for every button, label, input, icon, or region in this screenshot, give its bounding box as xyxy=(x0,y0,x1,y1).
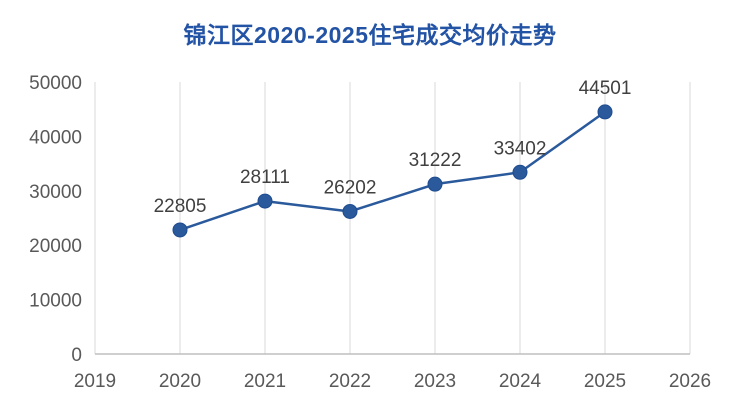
data-label: 22805 xyxy=(154,196,207,217)
x-tick-label: 2023 xyxy=(414,371,456,392)
x-tick-label: 2026 xyxy=(669,371,711,392)
y-tick-label: 10000 xyxy=(29,291,82,312)
x-tick-label: 2024 xyxy=(499,371,542,392)
y-tick-label: 40000 xyxy=(29,127,82,148)
data-point xyxy=(342,203,358,219)
data-point xyxy=(257,193,273,209)
data-point xyxy=(597,104,613,120)
line-chart: 2019 2020 2021 2022 2023 2024 2025 2026 0 10000 20… xyxy=(29,73,711,392)
data-point xyxy=(172,222,188,238)
y-tick-label: 50000 xyxy=(29,73,82,94)
x-tick-label: 2021 xyxy=(244,371,286,392)
y-tick-label: 20000 xyxy=(29,236,82,257)
trend-line xyxy=(178,110,607,232)
data-label: 26202 xyxy=(324,177,377,198)
x-tick-label: 2020 xyxy=(159,371,201,392)
x-tick-label: 2022 xyxy=(329,371,371,392)
data-label: 31222 xyxy=(409,150,462,171)
x-tick-label: 2025 xyxy=(584,371,626,392)
y-tick-label: 30000 xyxy=(29,182,82,203)
chart-title: 锦江区2020-2025住宅成交均价走势 xyxy=(183,22,557,48)
y-tick-label: 0 xyxy=(71,345,82,366)
data-label: 44501 xyxy=(579,78,632,99)
data-label: 28111 xyxy=(240,167,290,188)
data-label: 33402 xyxy=(494,138,547,159)
data-point xyxy=(512,164,528,180)
data-point xyxy=(427,176,443,192)
x-tick-label: 2019 xyxy=(74,371,116,392)
